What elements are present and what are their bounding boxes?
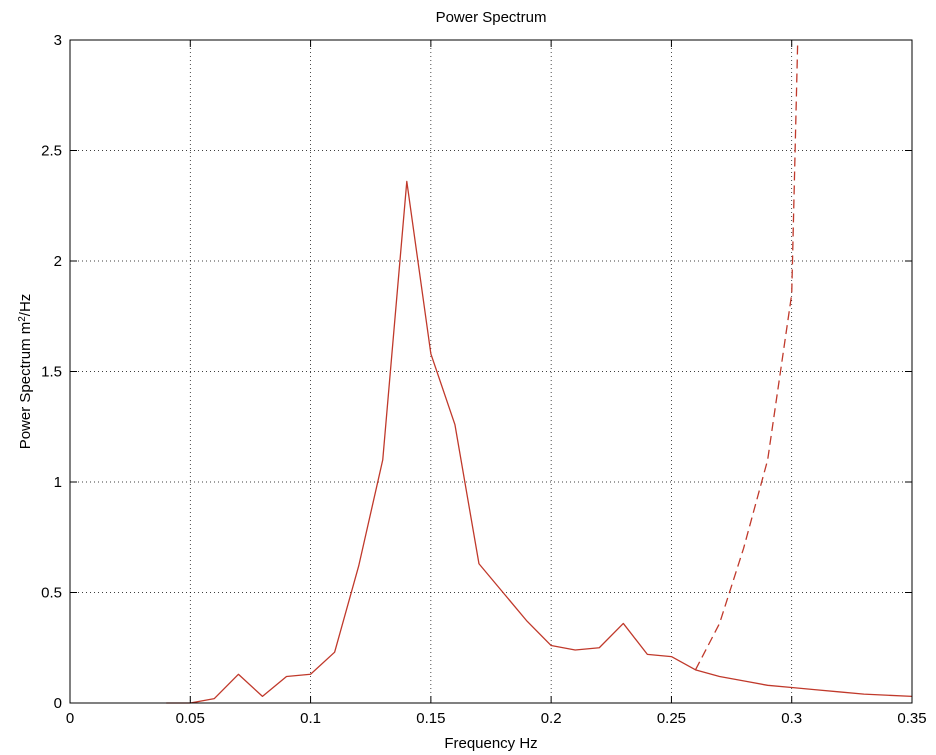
ticks <box>69 39 913 704</box>
x-tick-label: 0.2 <box>541 710 562 727</box>
y-tick-label: 0.5 <box>41 585 62 602</box>
x-tick-label: 0.05 <box>176 710 205 727</box>
x-axis-label: Frequency Hz <box>444 735 537 752</box>
chart-title: Power Spectrum <box>436 9 547 26</box>
x-tick-label: 0.15 <box>416 710 445 727</box>
y-axis-label-suffix: /Hz <box>17 294 34 317</box>
x-tick-label: 0 <box>66 710 74 727</box>
y-axis-label-superscript: 2 <box>17 316 28 322</box>
grid <box>70 40 912 703</box>
data-series <box>166 39 913 704</box>
y-tick-label: 2 <box>54 253 62 270</box>
y-axis-label: Power Spectrum m2/Hz <box>17 294 35 450</box>
x-tick-label: 0.3 <box>781 710 802 727</box>
y-axis-label-prefix: Power Spectrum m <box>17 322 34 450</box>
y-tick-label: 0 <box>54 695 62 712</box>
dashed-series-line <box>694 39 799 671</box>
solid-series-line <box>166 180 913 704</box>
y-tick-label: 1.5 <box>41 364 62 381</box>
x-tick-label: 0.35 <box>897 710 926 727</box>
x-tick-label: 0.1 <box>300 710 321 727</box>
y-tick-label: 3 <box>54 32 62 49</box>
y-tick-label: 2.5 <box>41 143 62 160</box>
tick-labels: 0 0.05 0.1 0.15 0.2 0.25 0.3 0.35 0 0.5 1 1.5 2 2.5 3 <box>41 32 926 727</box>
x-tick-label: 0.25 <box>657 710 686 727</box>
y-tick-label: 1 <box>54 474 62 491</box>
